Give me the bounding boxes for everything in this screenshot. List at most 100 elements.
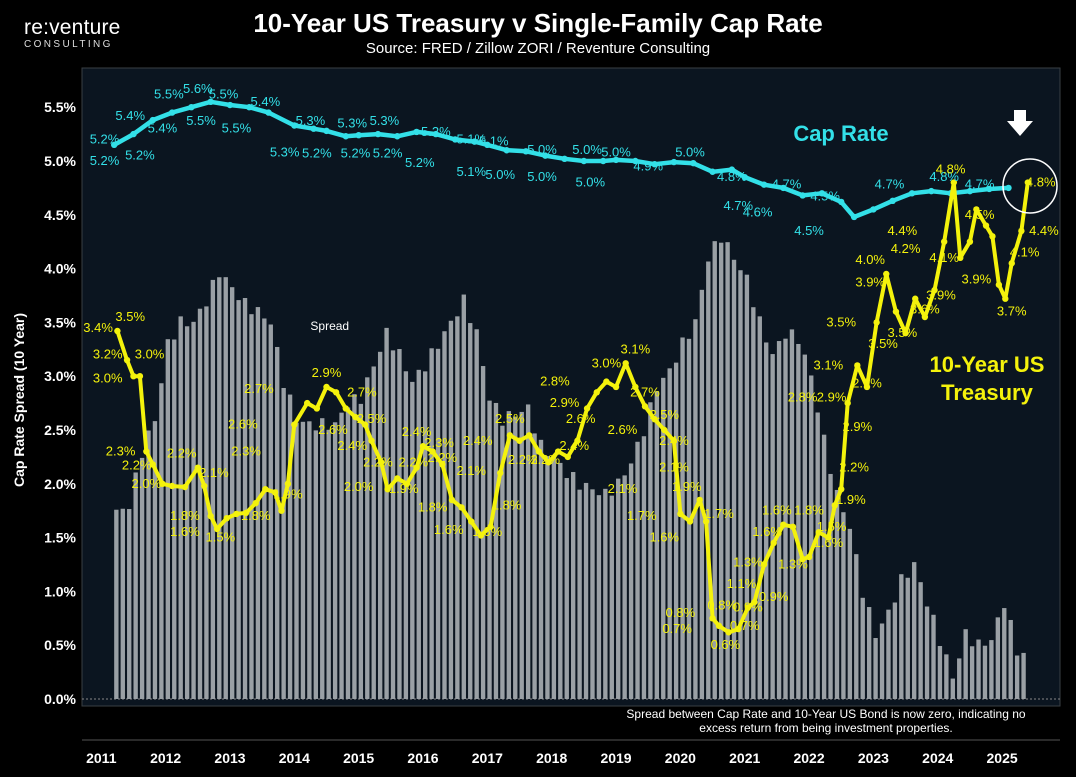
treasury-data-label: 2.2% bbox=[167, 446, 197, 461]
spread-bar bbox=[165, 339, 171, 699]
spread-bar bbox=[802, 354, 807, 699]
logo: re:venture CONSULTING bbox=[24, 16, 121, 50]
spread-bar bbox=[622, 475, 627, 699]
treasury-data-label: 2.7% bbox=[630, 384, 660, 399]
treasury-point bbox=[873, 319, 880, 326]
treasury-point bbox=[931, 286, 938, 294]
cap-rate-point bbox=[728, 166, 736, 173]
spread-bar bbox=[912, 562, 917, 699]
treasury-data-label: 1.3% bbox=[733, 554, 763, 569]
treasury-point bbox=[912, 295, 919, 302]
x-tick-label: 2014 bbox=[279, 750, 310, 766]
treasury-data-label: 0.7% bbox=[662, 621, 692, 636]
spread-bar bbox=[764, 342, 769, 699]
treasury-data-label: 1.6% bbox=[649, 530, 679, 545]
treasury-data-label: 1.9% bbox=[273, 487, 303, 502]
spread-bar bbox=[152, 421, 158, 699]
treasury-point bbox=[262, 485, 269, 493]
cap-rate-point bbox=[670, 158, 678, 166]
treasury-point bbox=[966, 238, 974, 245]
y-tick-label: 3.5% bbox=[44, 314, 76, 330]
spread-bar bbox=[242, 298, 248, 699]
treasury-point bbox=[223, 515, 230, 522]
spread-bar bbox=[410, 381, 415, 699]
treasury-point bbox=[332, 389, 340, 396]
cap-rate-data-label: 5.2% bbox=[341, 145, 371, 160]
spread-bar bbox=[969, 646, 975, 699]
cap-rate-data-label: 4.8% bbox=[717, 169, 747, 184]
treasury-point bbox=[770, 539, 777, 547]
cap-rate-point bbox=[818, 190, 826, 197]
treasury-point bbox=[458, 504, 465, 511]
spread-bar bbox=[519, 411, 524, 699]
spread-bar bbox=[944, 654, 949, 699]
treasury-point bbox=[201, 482, 208, 490]
treasury-point bbox=[780, 521, 787, 528]
x-tick-label: 2020 bbox=[665, 750, 696, 766]
spread-bar bbox=[648, 402, 653, 699]
spread-bar bbox=[950, 678, 955, 699]
cap-rate-point bbox=[374, 130, 382, 138]
treasury-point bbox=[323, 383, 330, 391]
treasury-point bbox=[702, 518, 710, 525]
spread-bar bbox=[300, 421, 306, 699]
spread-bar bbox=[384, 327, 389, 699]
treasury-point bbox=[291, 421, 298, 428]
y-axis: 0.0% 0.5% 1.0% 1.5% 2.0% 2.5% 3.0% 3.5% 4.0% 4.5%… bbox=[44, 99, 76, 707]
treasury-data-label: 4.4% bbox=[888, 223, 918, 238]
treasury-data-label: 1.6% bbox=[752, 524, 782, 539]
cap-rate-point bbox=[291, 122, 298, 129]
treasury-point bbox=[477, 532, 485, 539]
x-tick-label: 2017 bbox=[472, 750, 503, 766]
spread-bar bbox=[345, 407, 351, 699]
treasury-point bbox=[168, 482, 176, 490]
spread-bar bbox=[699, 289, 705, 699]
cap-rate-data-label: 5.6% bbox=[183, 81, 213, 96]
spread-bar bbox=[332, 422, 338, 699]
treasury-data-label: 3.2% bbox=[93, 347, 123, 362]
spread-bar bbox=[558, 462, 563, 699]
treasury-point bbox=[603, 378, 610, 385]
spread-bar bbox=[442, 331, 447, 699]
treasury-point bbox=[838, 485, 845, 493]
treasury-data-label: 0.6% bbox=[711, 637, 741, 652]
cap-rate-point bbox=[265, 109, 272, 116]
treasury-data-label: 0.9% bbox=[733, 600, 763, 615]
spread-bar bbox=[654, 391, 660, 699]
x-tick-label: 2025 bbox=[987, 750, 1018, 766]
spread-bar bbox=[159, 383, 164, 699]
y-tick-label: 2.0% bbox=[44, 476, 76, 492]
spread-bar bbox=[197, 308, 203, 699]
spread-bar bbox=[326, 429, 331, 699]
y-tick-label: 0.5% bbox=[44, 637, 76, 653]
cap-rate-data-label: 4.5% bbox=[810, 189, 840, 204]
treasury-point bbox=[641, 403, 649, 410]
spread-bar bbox=[924, 606, 930, 699]
treasury-data-label: 4.8% bbox=[936, 162, 966, 177]
treasury-point bbox=[525, 432, 533, 439]
treasury-point bbox=[574, 437, 581, 444]
treasury-data-label: 1.6% bbox=[434, 522, 464, 537]
spread-bar bbox=[114, 509, 119, 699]
cap-rate-series-label: Cap Rate bbox=[793, 121, 888, 146]
spread-bar bbox=[564, 478, 569, 699]
spread-bar bbox=[506, 411, 512, 699]
spread-bar bbox=[307, 421, 312, 699]
treasury-data-label: 1.7% bbox=[704, 506, 734, 521]
cap-rate-point bbox=[838, 198, 845, 206]
treasury-point bbox=[130, 373, 137, 380]
treasury-data-label: 0.8% bbox=[666, 605, 696, 620]
treasury-data-label: 2.4% bbox=[659, 433, 689, 448]
treasury-data-label: 2.0% bbox=[132, 476, 162, 491]
cap-rate-point bbox=[580, 157, 588, 165]
spread-bar bbox=[789, 329, 795, 699]
spread-bar bbox=[828, 473, 833, 699]
cap-rate-point bbox=[110, 141, 118, 149]
treasury-data-label: 3.9% bbox=[926, 288, 956, 303]
spread-bar bbox=[525, 404, 531, 699]
spread-bar bbox=[275, 346, 280, 699]
treasury-point bbox=[863, 383, 871, 391]
spread-bar bbox=[474, 329, 479, 699]
x-axis: 2011 2012 2013 2014 2015 2016 2017 2018 2019 2020… bbox=[86, 750, 1018, 766]
treasury-data-label: 2.1% bbox=[608, 481, 638, 496]
